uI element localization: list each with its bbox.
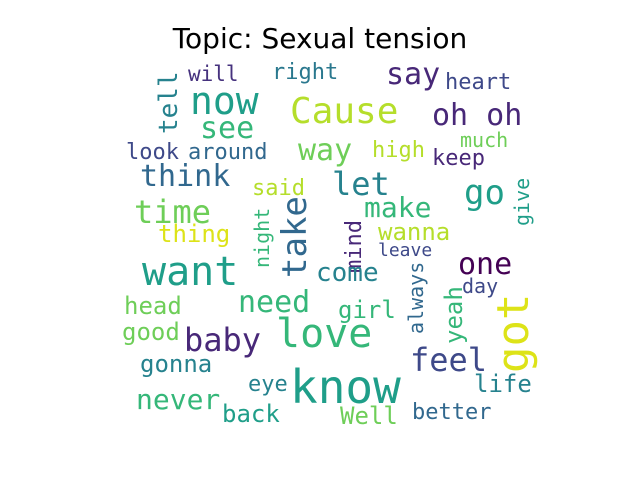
word-baby: baby — [184, 321, 262, 359]
word-oh-oh: oh oh — [432, 98, 523, 133]
word-time: time — [134, 193, 212, 231]
word-come: come — [316, 258, 379, 288]
word-night: night — [250, 207, 274, 268]
word-know: know — [290, 360, 401, 414]
word-heart: heart — [445, 70, 512, 95]
word-say: say — [386, 57, 441, 92]
word-leave: leave — [378, 240, 433, 261]
word-life: life — [474, 370, 532, 398]
word-cloud: will right say heart now Cause oh oh tell see muc… — [120, 58, 540, 432]
word-gonna: gonna — [140, 350, 213, 378]
word-eye: eye — [248, 372, 288, 397]
word-one: one — [458, 247, 513, 282]
word-way: way — [298, 133, 353, 168]
word-well: Well — [340, 402, 398, 430]
word-around: around — [188, 140, 268, 165]
word-thing: thing — [158, 220, 231, 248]
word-girl: girl — [338, 296, 396, 324]
word-give: give — [510, 177, 534, 226]
word-now: now — [190, 79, 259, 123]
word-day: day — [462, 274, 499, 298]
word-need: need — [238, 285, 311, 320]
word-better: better — [412, 400, 492, 425]
word-never: never — [136, 383, 221, 416]
word-said: said — [252, 176, 305, 201]
word-got: got — [488, 293, 539, 374]
word-back: back — [222, 400, 280, 428]
word-go: go — [464, 173, 505, 213]
word-think: think — [140, 159, 231, 194]
word-want: want — [142, 249, 239, 295]
word-high: high — [372, 138, 425, 163]
word-will: will — [188, 62, 239, 86]
word-love: love — [276, 311, 373, 357]
word-make: make — [364, 191, 432, 224]
word-much: much — [460, 128, 509, 152]
word-see: see — [200, 111, 255, 146]
word-take: take — [275, 195, 315, 278]
word-right: right — [272, 60, 339, 85]
word-yeah: yeah — [440, 285, 468, 344]
word-head: head — [124, 292, 182, 320]
chart-title: Topic: Sexual tension — [172, 22, 468, 55]
word-look: look — [126, 140, 179, 165]
word-feel: feel — [410, 341, 488, 379]
word-tell: tell — [154, 71, 184, 135]
word-cause: Cause — [290, 91, 399, 132]
word-always: always — [404, 261, 428, 334]
word-keep: keep — [432, 146, 485, 171]
word-good: good — [122, 318, 180, 346]
word-wanna: wanna — [378, 218, 451, 246]
word-let: let — [332, 165, 390, 203]
